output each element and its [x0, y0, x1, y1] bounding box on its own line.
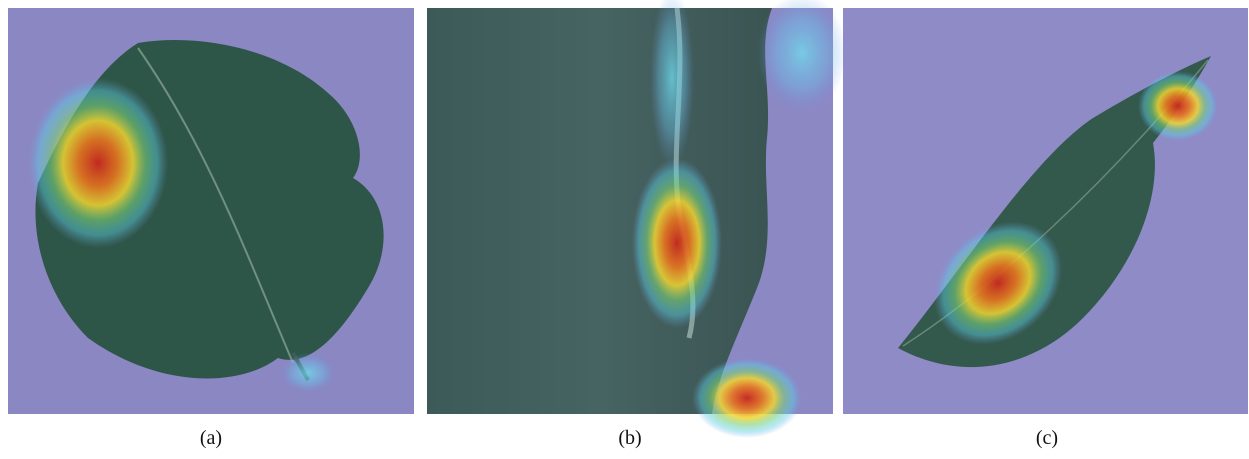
- panel-c-image: [843, 8, 1248, 414]
- caption: (c): [1036, 427, 1058, 449]
- panel-a-image: [8, 8, 414, 414]
- page: (a) (b) (c) (() => { const data = JSON.p…: [0, 0, 1249, 454]
- caption: (b): [618, 427, 641, 449]
- figure: (a) (b) (c): [0, 0, 1249, 454]
- panel-b-image: [427, 0, 847, 438]
- caption: (a): [200, 427, 222, 449]
